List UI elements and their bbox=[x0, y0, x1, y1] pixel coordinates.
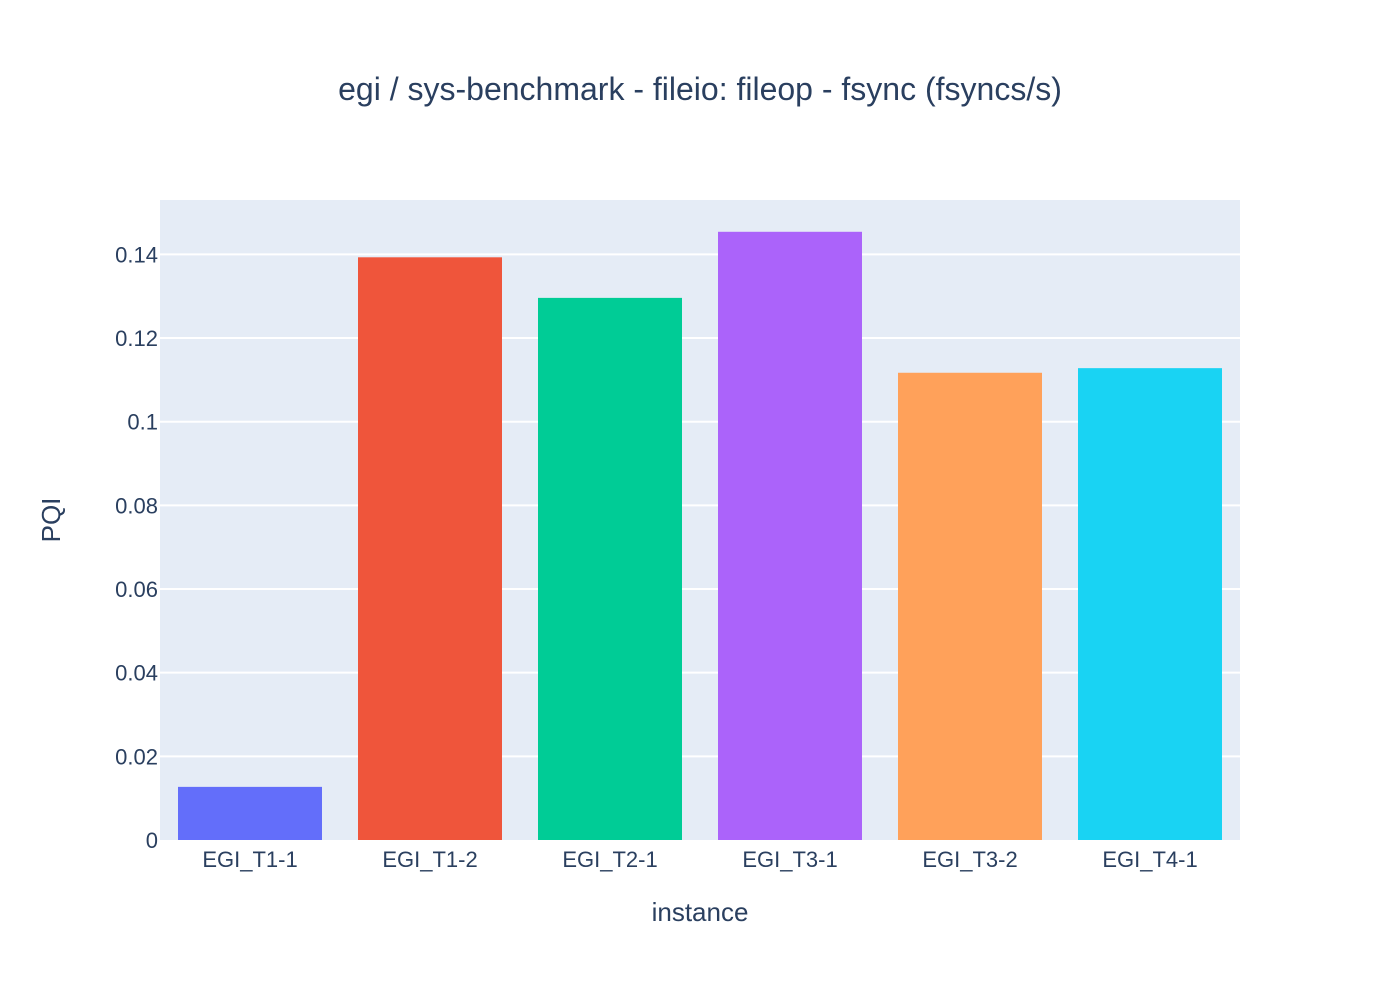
chart-title: egi / sys-benchmark - fileio: fileop - f… bbox=[338, 71, 1062, 107]
x-tick-label: EGI_T2-1 bbox=[562, 847, 657, 872]
y-tick-label: 0.14 bbox=[115, 242, 158, 267]
x-axis-title: instance bbox=[652, 897, 749, 927]
y-tick-label: 0.04 bbox=[115, 661, 158, 686]
bar-EGI_T4-1[interactable] bbox=[1078, 368, 1222, 840]
x-tick-label: EGI_T1-1 bbox=[202, 847, 297, 872]
bar-EGI_T1-1[interactable] bbox=[178, 786, 322, 840]
y-tick-label: 0.12 bbox=[115, 326, 158, 351]
y-tick-label: 0 bbox=[146, 828, 158, 853]
bars bbox=[178, 231, 1222, 841]
y-axis-ticks: 0 0.02 0.04 0.06 0.08 0.1 0.12 0.14 bbox=[115, 242, 158, 853]
y-tick-label: 0.02 bbox=[115, 744, 158, 769]
y-tick-label: 0.1 bbox=[127, 410, 158, 435]
x-tick-label: EGI_T1-2 bbox=[382, 847, 477, 872]
plot-area bbox=[160, 200, 1240, 840]
x-axis-ticks: EGI_T1-1 EGI_T1-2 EGI_T2-1 EGI_T3-1 EGI_T3-2… bbox=[202, 847, 1197, 872]
y-axis-title: PQI bbox=[36, 498, 66, 543]
x-tick-label: EGI_T3-1 bbox=[742, 847, 837, 872]
bar-EGI_T2-1[interactable] bbox=[538, 297, 682, 841]
bar-EGI_T3-1[interactable] bbox=[718, 231, 862, 841]
y-tick-label: 0.06 bbox=[115, 577, 158, 602]
gridlines bbox=[160, 253, 1240, 758]
x-tick-label: EGI_T4-1 bbox=[1102, 847, 1197, 872]
y-tick-label: 0.08 bbox=[115, 493, 158, 518]
bar-EGI_T3-2[interactable] bbox=[898, 372, 1042, 840]
bar-EGI_T1-2[interactable] bbox=[358, 257, 502, 840]
x-tick-label: EGI_T3-2 bbox=[922, 847, 1017, 872]
